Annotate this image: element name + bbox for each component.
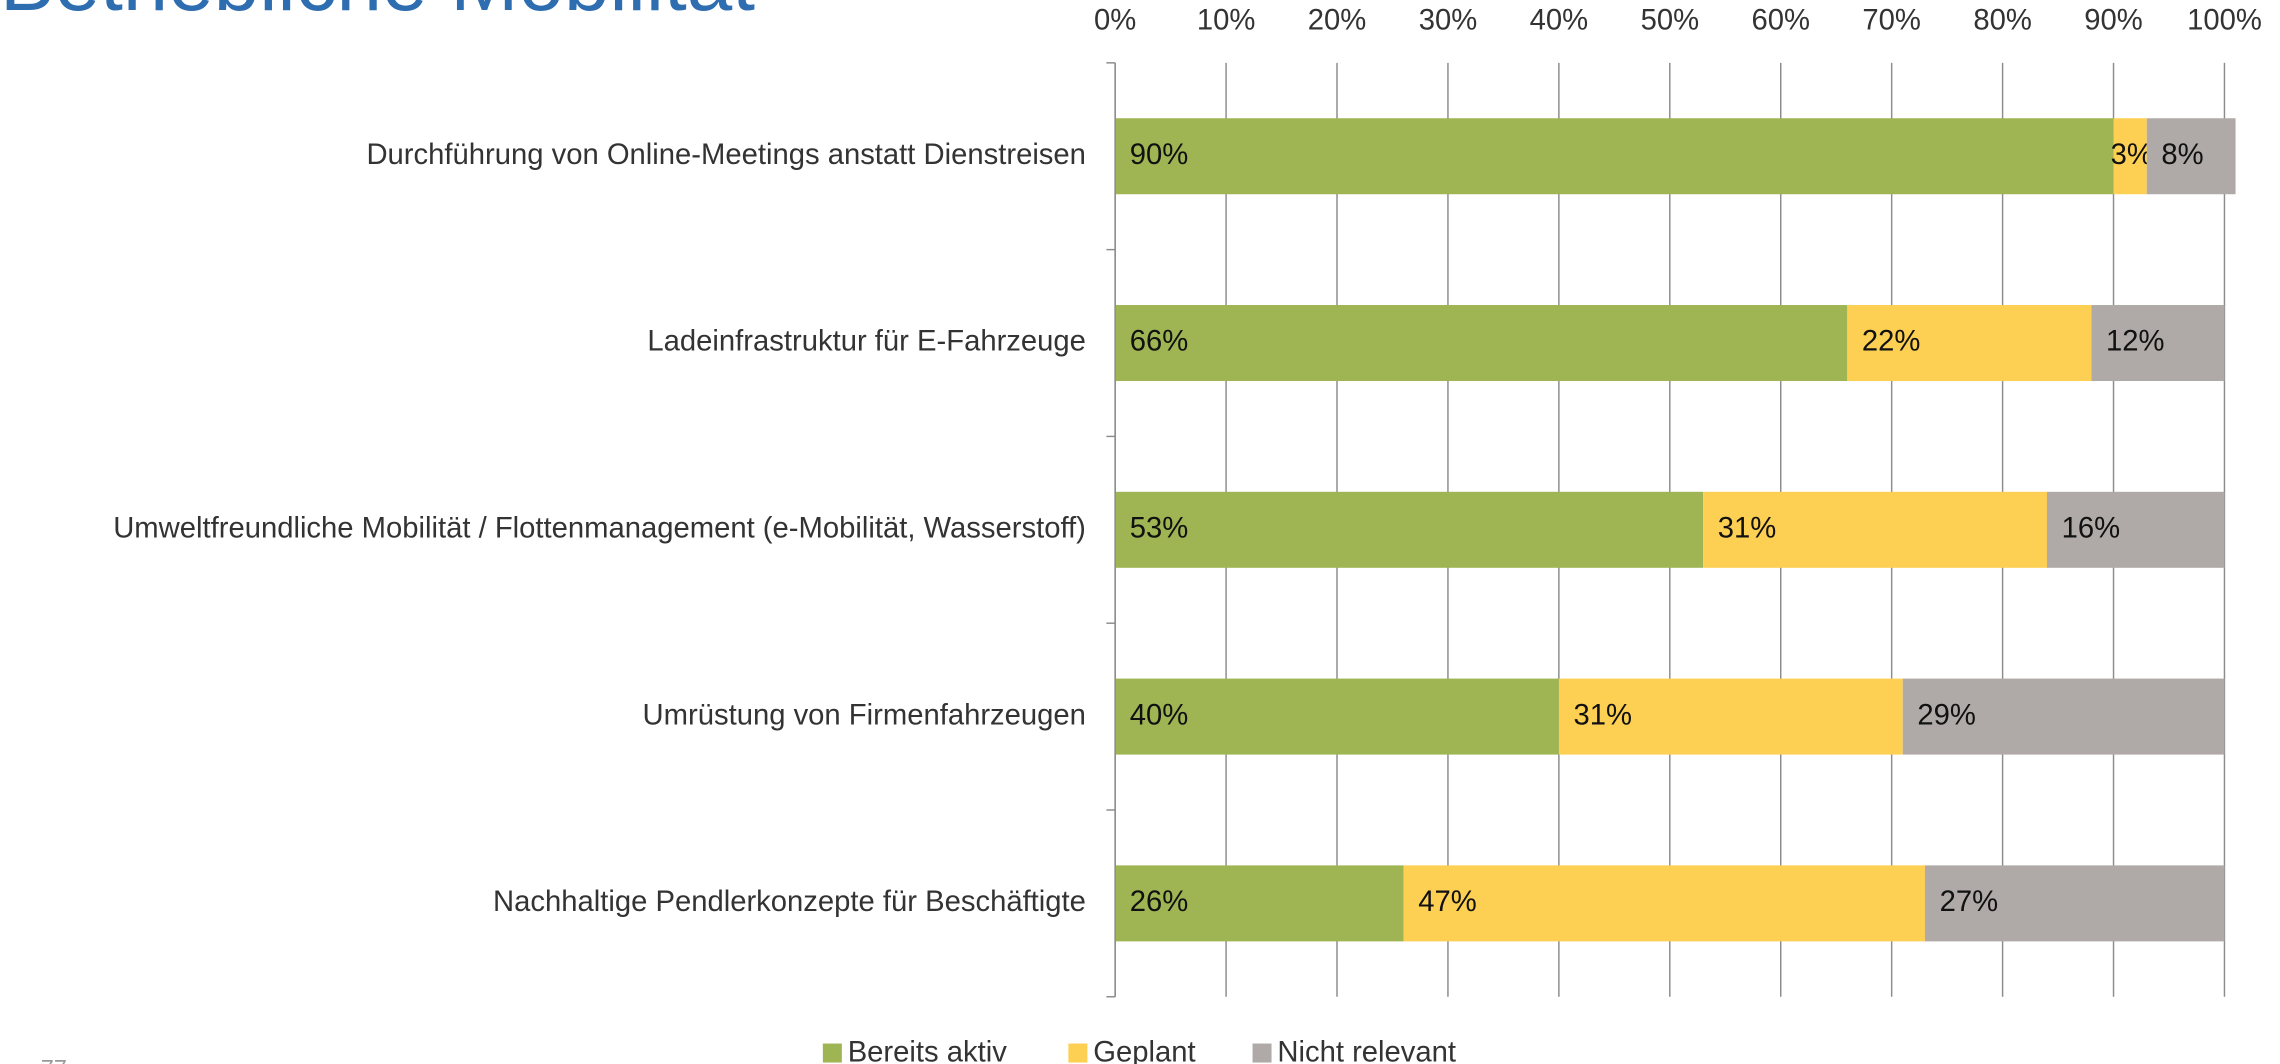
legend-label: Geplant [1093, 1036, 1195, 1064]
x-tick-label: 0% [1094, 5, 1136, 37]
x-tick-label: 30% [1419, 5, 1477, 37]
y-tick-label: Nachhaltige Pendlerkonzepte für Beschäft… [493, 886, 1086, 918]
data-label: 8% [2161, 139, 2203, 171]
bar-segment [1115, 491, 1704, 568]
bar-segment [1924, 865, 2225, 942]
data-label: 66% [1130, 326, 1188, 358]
x-tick-label: 50% [1641, 5, 1699, 37]
y-tick-label: Durchführung von Online-Meetings anstatt… [366, 139, 1085, 171]
bar-segment [2091, 305, 2225, 382]
legend-swatch [1068, 1043, 1088, 1063]
bar-segment [2146, 118, 2236, 195]
data-label: 90% [1130, 139, 1188, 171]
data-label: 22% [1862, 326, 1920, 358]
data-label: 29% [1917, 699, 1975, 731]
legend-swatch [1252, 1043, 1272, 1063]
x-tick-label: 100% [2187, 5, 2262, 37]
x-tick-label: 70% [1862, 5, 1920, 37]
bar-segment [2046, 491, 2225, 568]
x-tick-label: 90% [2084, 5, 2142, 37]
data-label: 40% [1130, 699, 1188, 731]
legend-label: Bereits aktiv [848, 1036, 1008, 1064]
data-label: 47% [1418, 886, 1476, 918]
x-tick-label: 20% [1308, 5, 1366, 37]
data-label: 27% [1940, 886, 1998, 918]
chart-title: Betriebliche Mobilität [0, 0, 755, 28]
data-label: 26% [1130, 886, 1188, 918]
x-tick-label: 10% [1197, 5, 1255, 37]
x-tick-label: 60% [1751, 5, 1809, 37]
bar-segment [2113, 118, 2147, 195]
x-tick-label: 40% [1530, 5, 1588, 37]
data-label: 53% [1130, 513, 1188, 545]
bar-segment [1115, 865, 1404, 942]
y-tick-label: Umweltfreundliche Mobilität / Flottenman… [113, 513, 1086, 545]
data-label: 3% [2111, 139, 2153, 171]
bar-segment [1902, 678, 2225, 755]
legend-label: Nicht relevant [1277, 1036, 1456, 1064]
x-tick-label: 80% [1973, 5, 2031, 37]
data-label: 16% [2062, 513, 2120, 545]
legend-swatch [822, 1043, 842, 1063]
bar-segment [1115, 118, 2114, 195]
bar-segment [1115, 678, 1559, 755]
data-label: 31% [1718, 513, 1776, 545]
y-tick-label: Ladeinfrastruktur für E-Fahrzeuge [647, 326, 1086, 358]
bar-segment [1703, 491, 2047, 568]
y-tick-label: Umrüstung von Firmenfahrzeugen [643, 699, 1086, 731]
data-label: 12% [2106, 326, 2164, 358]
data-label: 31% [1573, 699, 1631, 731]
bar-segment [1558, 678, 1903, 755]
bar-segment [1115, 305, 1848, 382]
bar-segment [1847, 305, 2092, 382]
bar-segment [1403, 865, 1925, 942]
page-number: 77 [41, 1055, 67, 1064]
